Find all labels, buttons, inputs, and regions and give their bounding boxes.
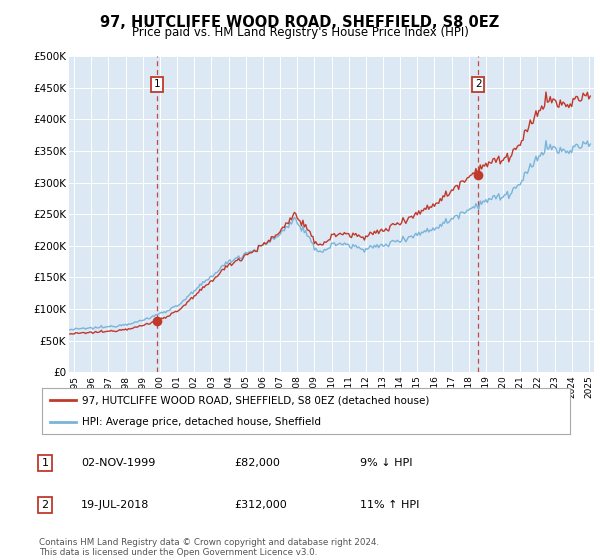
Text: 1: 1 (41, 458, 49, 468)
Text: £82,000: £82,000 (234, 458, 280, 468)
Text: 11% ↑ HPI: 11% ↑ HPI (360, 500, 419, 510)
Text: 2: 2 (41, 500, 49, 510)
Text: 97, HUTCLIFFE WOOD ROAD, SHEFFIELD, S8 0EZ (detached house): 97, HUTCLIFFE WOOD ROAD, SHEFFIELD, S8 0… (82, 395, 429, 405)
Text: 02-NOV-1999: 02-NOV-1999 (81, 458, 155, 468)
Text: 97, HUTCLIFFE WOOD ROAD, SHEFFIELD, S8 0EZ: 97, HUTCLIFFE WOOD ROAD, SHEFFIELD, S8 0… (100, 15, 500, 30)
Text: 1: 1 (154, 80, 160, 90)
Text: 2: 2 (475, 80, 481, 90)
Text: Contains HM Land Registry data © Crown copyright and database right 2024.
This d: Contains HM Land Registry data © Crown c… (39, 538, 379, 557)
Text: 19-JUL-2018: 19-JUL-2018 (81, 500, 149, 510)
Text: Price paid vs. HM Land Registry's House Price Index (HPI): Price paid vs. HM Land Registry's House … (131, 26, 469, 39)
Text: £312,000: £312,000 (234, 500, 287, 510)
Text: HPI: Average price, detached house, Sheffield: HPI: Average price, detached house, Shef… (82, 417, 320, 427)
Text: 9% ↓ HPI: 9% ↓ HPI (360, 458, 413, 468)
